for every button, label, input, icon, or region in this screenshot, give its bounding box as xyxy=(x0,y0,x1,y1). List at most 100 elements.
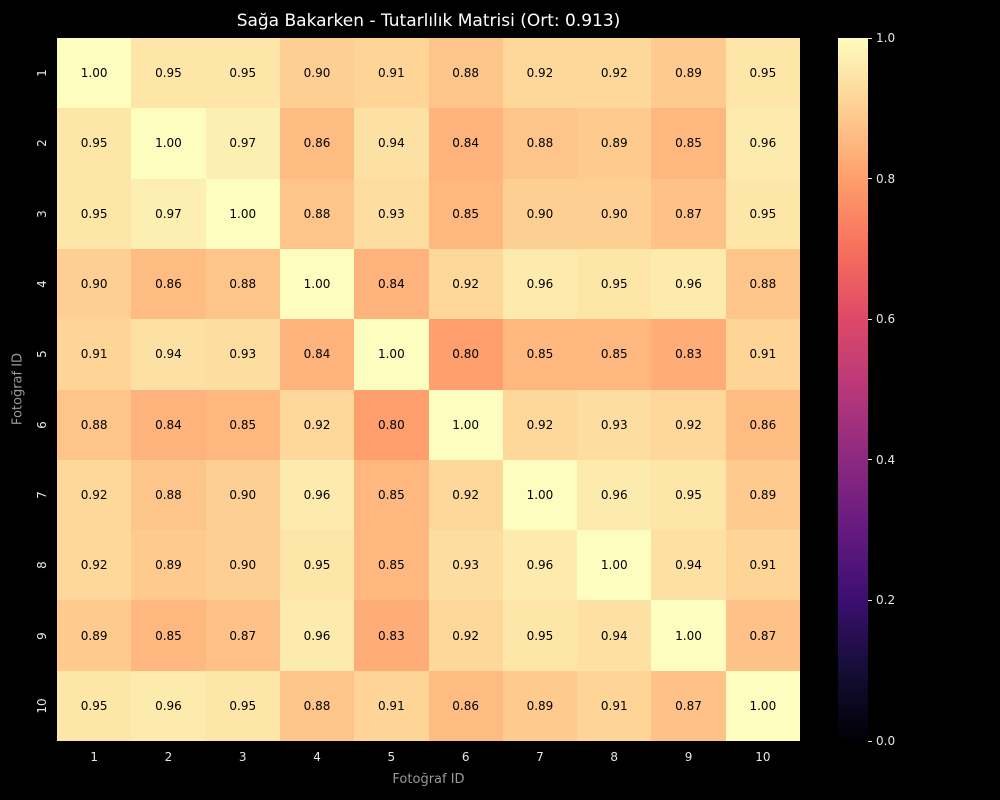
heatmap-cell: 0.94 xyxy=(577,600,652,671)
heatmap-cell: 0.93 xyxy=(428,530,503,601)
y-tick-label: 8 xyxy=(35,561,49,570)
heatmap-cell: 0.96 xyxy=(502,248,578,320)
heatmap-cell: 0.91 xyxy=(725,319,800,390)
heatmap-cell: 1.00 xyxy=(131,108,206,179)
heatmap-cell: 0.95 xyxy=(57,670,132,741)
heatmap-cell: 0.87 xyxy=(651,670,726,741)
heatmap-cell: 0.94 xyxy=(354,108,429,179)
heatmap-cell: 0.95 xyxy=(57,108,132,179)
heatmap-cell: 0.96 xyxy=(279,459,355,531)
heatmap-cell: 0.85 xyxy=(354,530,429,601)
heatmap-cell: 0.83 xyxy=(354,600,429,671)
heatmap-cell: 0.96 xyxy=(279,600,355,671)
colorbar-tick-mark xyxy=(868,740,872,742)
heatmap-cell: 0.88 xyxy=(279,670,355,741)
y-tick-label: 2 xyxy=(35,139,49,148)
heatmap-cell: 0.95 xyxy=(205,38,280,109)
heatmap-cell: 0.89 xyxy=(651,38,726,109)
y-tick-label: 7 xyxy=(35,491,49,499)
heatmap-cell: 0.90 xyxy=(57,248,132,320)
heatmap-cell: 0.80 xyxy=(354,389,429,460)
heatmap-cell: 0.91 xyxy=(725,530,800,601)
heatmap-cell: 0.93 xyxy=(205,319,280,390)
heatmap-cell: 0.86 xyxy=(279,108,355,179)
y-tick-label: 5 xyxy=(35,350,49,359)
heatmap-cell: 0.94 xyxy=(651,530,726,601)
heatmap-cell: 0.90 xyxy=(279,38,355,109)
heatmap-cell: 0.86 xyxy=(131,248,206,320)
y-axis-label: Fotoğraf ID xyxy=(10,352,26,426)
heatmap-cell: 0.84 xyxy=(428,108,503,179)
heatmap-cell: 0.92 xyxy=(428,459,503,531)
heatmap-grid: 1.00 0.95 0.95 0.90 0.91 0.88 0.92 0.92 0.89 0.95… xyxy=(57,38,800,741)
x-tick-label: 2 xyxy=(164,750,173,764)
heatmap-cell: 1.00 xyxy=(725,670,800,741)
heatmap-cell: 0.84 xyxy=(279,319,355,390)
y-tick-label: 9 xyxy=(35,631,49,640)
heatmap-cell: 0.93 xyxy=(354,178,429,249)
chart-title: Sağa Bakarken - Tutarlılık Matrisi (Ort:… xyxy=(236,11,621,31)
x-tick-label: 3 xyxy=(238,750,247,764)
heatmap-cell: 0.87 xyxy=(651,178,726,249)
heatmap-cell: 1.00 xyxy=(428,389,503,460)
heatmap-cell: 0.91 xyxy=(354,38,429,109)
heatmap-cell: 0.92 xyxy=(57,459,132,531)
y-tick-label: 3 xyxy=(35,209,49,218)
heatmap-cell: 0.85 xyxy=(131,600,206,671)
heatmap-cell: 0.96 xyxy=(131,670,206,741)
colorbar-tick-label: 0.4 xyxy=(876,452,896,467)
x-tick-label: 6 xyxy=(461,750,470,764)
heatmap-cell: 1.00 xyxy=(57,38,132,109)
colorbar-tick-label: 0.8 xyxy=(876,171,896,186)
heatmap-cell: 0.92 xyxy=(428,600,503,671)
heatmap-cell: 0.85 xyxy=(354,459,429,531)
x-tick-label: 8 xyxy=(610,750,619,764)
y-tick-label: 4 xyxy=(35,280,49,288)
heatmap-cell: 0.95 xyxy=(205,670,280,741)
heatmap-cell: 0.95 xyxy=(725,178,800,249)
heatmap-cell: 0.91 xyxy=(354,670,429,741)
heatmap-cell: 0.95 xyxy=(57,178,132,249)
x-tick-label: 4 xyxy=(313,750,321,764)
heatmap-cell: 0.89 xyxy=(502,670,578,741)
colorbar-tick-mark xyxy=(868,318,872,320)
heatmap-cell: 0.85 xyxy=(651,108,726,179)
heatmap-cell: 0.95 xyxy=(279,530,355,601)
heatmap-cell: 0.91 xyxy=(577,670,652,741)
y-tick-label: 1 xyxy=(35,69,49,77)
heatmap-cell: 0.84 xyxy=(354,248,429,320)
heatmap-cell: 0.87 xyxy=(205,600,280,671)
x-axis-label: Fotoğraf ID xyxy=(392,772,465,787)
heatmap-cell: 0.96 xyxy=(577,459,652,531)
y-tick-label: 6 xyxy=(35,420,49,429)
colorbar xyxy=(838,38,868,741)
colorbar-tick-mark xyxy=(868,599,872,601)
heatmap-cell: 0.92 xyxy=(279,389,355,460)
heatmap-cell: 0.85 xyxy=(502,319,578,390)
heatmap-cell: 0.84 xyxy=(131,389,206,460)
heatmap-cell: 0.90 xyxy=(205,530,280,601)
heatmap-cell: 0.88 xyxy=(428,38,503,109)
heatmap-cell: 0.97 xyxy=(205,108,280,179)
heatmap-cell: 0.93 xyxy=(577,389,652,460)
y-tick-label: 10 xyxy=(35,698,49,714)
heatmap-cell: 0.96 xyxy=(725,108,800,179)
heatmap-cell: 0.96 xyxy=(651,248,726,320)
heatmap-cell: 0.88 xyxy=(502,108,578,179)
heatmap-cell: 0.89 xyxy=(725,459,800,531)
x-tick-label: 10 xyxy=(755,750,771,764)
heatmap-cell: 0.88 xyxy=(131,459,206,531)
heatmap-cell: 1.00 xyxy=(205,178,280,249)
heatmap-cell: 0.89 xyxy=(57,600,132,671)
heatmap-cell: 0.92 xyxy=(651,389,726,460)
colorbar-tick-label: 0.6 xyxy=(876,312,896,327)
heatmap-cell: 0.88 xyxy=(279,178,355,249)
heatmap-cell: 0.95 xyxy=(577,248,652,320)
heatmap-cell: 0.88 xyxy=(57,389,132,460)
x-tick-label: 5 xyxy=(387,750,396,764)
heatmap-cell: 0.88 xyxy=(205,248,280,320)
heatmap-cell: 0.95 xyxy=(725,38,800,109)
heatmap-cell: 0.85 xyxy=(428,178,503,249)
heatmap-cell: 1.00 xyxy=(651,600,726,671)
